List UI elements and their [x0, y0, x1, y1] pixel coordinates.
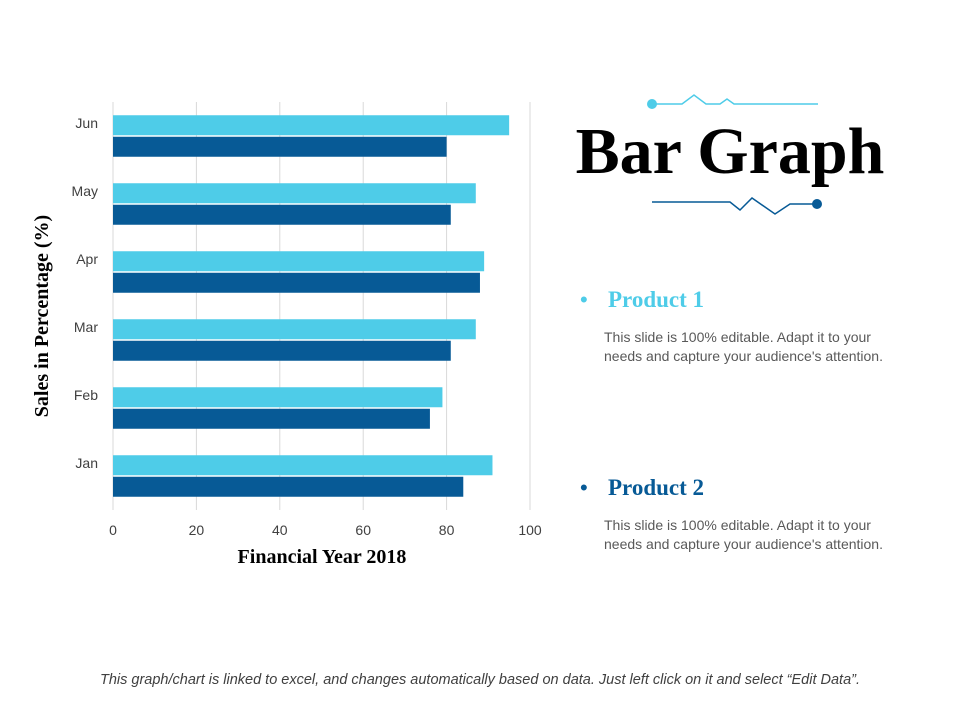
title-decoration-bottom	[630, 194, 830, 218]
title-decoration-top	[630, 92, 830, 116]
y-tick-label-jun: Jun	[75, 115, 98, 131]
bar-2-mar	[113, 340, 451, 361]
legend-product-2-name: Product 2	[608, 475, 705, 500]
legend-bullet: •	[580, 287, 588, 312]
x-tick-label: 0	[109, 522, 117, 538]
bar-1-feb	[113, 387, 443, 408]
x-tick-label: 60	[355, 522, 371, 538]
legend-product-2: • Product 2 This slide is 100% editable.…	[580, 472, 900, 554]
footer-note: This graph/chart is linked to excel, and…	[99, 672, 861, 688]
bar-1-mar	[113, 319, 476, 340]
y-tick-label-may: May	[72, 183, 98, 199]
x-tick-label: 20	[189, 522, 205, 538]
x-tick-label: 80	[439, 522, 455, 538]
chart-gridlines	[112, 102, 531, 510]
bar-2-apr	[113, 272, 480, 293]
bar-chart: 0 20 40 60 80 100 Jan Feb Mar Apr May Jun Financia…	[31, 102, 542, 568]
legend-product-1-description: This slide is 100% editable. Adapt it to…	[604, 329, 883, 364]
bar-2-jun	[113, 136, 447, 157]
legend-product-1: • Product 1 This slide is 100% editable.…	[580, 284, 900, 366]
bar-2-may	[113, 204, 451, 225]
slide-title: Bar Graph	[575, 115, 885, 188]
legend-product-1-name: Product 1	[608, 287, 705, 312]
y-tick-label-apr: Apr	[76, 251, 98, 267]
y-axis-title: Sales in Percentage (%)	[31, 215, 53, 417]
y-tick-label-feb: Feb	[74, 387, 98, 403]
legend-bullet: •	[580, 475, 588, 500]
bar-1-may	[113, 183, 476, 204]
x-tick-label: 40	[272, 522, 288, 538]
chart-bars	[113, 115, 510, 497]
bar-2-jan	[113, 476, 464, 497]
y-tick-label-mar: Mar	[74, 319, 98, 335]
x-axis-ticks: 0 20 40 60 80 100	[109, 522, 542, 538]
bar-1-jan	[113, 455, 493, 476]
y-tick-label-jan: Jan	[75, 455, 98, 471]
x-tick-label: 100	[518, 522, 542, 538]
y-axis-ticks: Jan Feb Mar Apr May Jun	[72, 115, 99, 471]
bar-1-jun	[113, 115, 510, 136]
bar-1-apr	[113, 251, 485, 272]
x-axis-title: Financial Year 2018	[238, 546, 407, 568]
legend-product-2-description: This slide is 100% editable. Adapt it to…	[604, 517, 883, 552]
bar-2-feb	[113, 408, 430, 429]
